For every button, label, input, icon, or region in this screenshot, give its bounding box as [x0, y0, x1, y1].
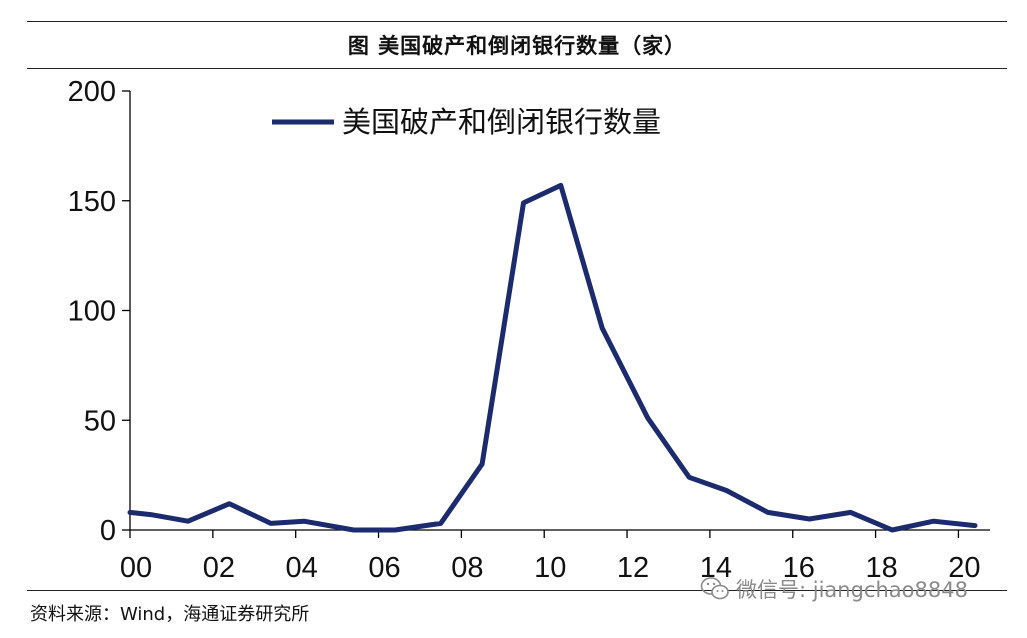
- title-rule: [27, 68, 1007, 69]
- x-tick-label: 16: [783, 552, 815, 584]
- figure-title: 图 美国破产和倒闭银行数量（家）: [347, 33, 687, 58]
- x-tick-label: 02: [203, 552, 235, 584]
- x-tick-label: 20: [948, 552, 980, 584]
- x-tick-label: 00: [120, 552, 152, 584]
- y-tick-label: 0: [100, 515, 116, 547]
- y-tick-label: 200: [68, 76, 116, 108]
- x-tick-label: 10: [534, 552, 566, 584]
- x-tick-label: 04: [286, 552, 318, 584]
- chart-legend: 美国破产和倒闭银行数量: [272, 105, 661, 139]
- y-tick-label: 150: [68, 186, 116, 218]
- y-tick-label: 100: [68, 296, 116, 328]
- watermark: 微信号: jiangchao8848: [700, 574, 968, 604]
- legend-label: 美国破产和倒闭银行数量: [342, 105, 661, 139]
- chart-axes: [129, 91, 990, 531]
- x-tick-label: 08: [451, 552, 483, 584]
- watermark-text: 微信号: jiangchao8848: [736, 578, 968, 602]
- x-tick-label: 18: [865, 552, 897, 584]
- source-note: 资料来源：Wind，海通证券研究所: [30, 604, 310, 625]
- wechat-icon: [700, 577, 729, 600]
- chart-series: [127, 182, 978, 533]
- x-tick-label: 12: [617, 552, 649, 584]
- series-line: [127, 182, 978, 533]
- top-rule: [27, 21, 1007, 22]
- y-tick-label: 50: [84, 405, 116, 437]
- bottom-rule: [27, 590, 1007, 591]
- x-tick-label: 06: [368, 552, 400, 584]
